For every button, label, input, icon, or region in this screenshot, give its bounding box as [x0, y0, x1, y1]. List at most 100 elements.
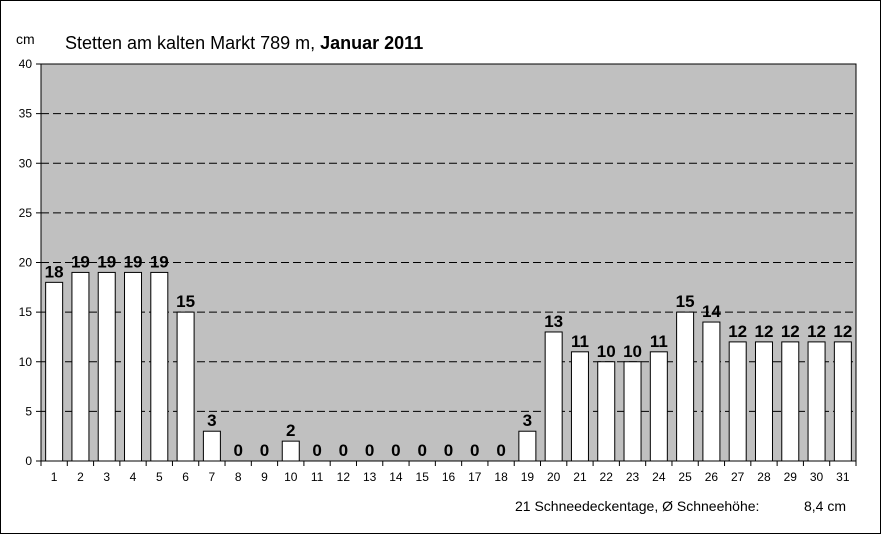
data-label: 19 — [124, 252, 143, 271]
y-axis-unit: cm — [16, 31, 35, 47]
bars — [45, 271, 852, 462]
x-tick-label: 24 — [652, 470, 666, 484]
data-label: 15 — [176, 292, 195, 311]
y-tick-label: 15 — [19, 305, 33, 319]
x-tick-label: 3 — [103, 470, 110, 484]
data-label: 0 — [391, 441, 400, 460]
bar — [202, 430, 221, 462]
chart-title-month: Januar 2011 — [320, 33, 423, 53]
x-tick-label: 9 — [261, 470, 268, 484]
data-label: 10 — [623, 342, 642, 361]
x-tick-label: 19 — [521, 470, 535, 484]
x-tick-label: 12 — [337, 470, 351, 484]
data-label: 0 — [470, 441, 479, 460]
x-tick-label: 23 — [626, 470, 640, 484]
bar — [702, 321, 721, 462]
x-tick-label: 29 — [784, 470, 798, 484]
x-tick-label: 22 — [600, 470, 614, 484]
bar — [97, 271, 116, 462]
x-tick-label: 10 — [284, 470, 298, 484]
data-label: 0 — [417, 441, 426, 460]
footnote-value: 8,4 cm — [804, 498, 846, 514]
x-tick-label: 26 — [705, 470, 719, 484]
data-label: 3 — [523, 411, 532, 430]
bar — [281, 440, 300, 462]
bar — [544, 331, 563, 462]
x-tick-label: 25 — [678, 470, 692, 484]
data-label: 12 — [807, 322, 826, 341]
data-label: 12 — [833, 322, 852, 341]
bar — [728, 341, 747, 462]
x-tick-label: 14 — [389, 470, 403, 484]
bar — [124, 271, 143, 462]
chart-title: Stetten am kalten Markt 789 m, Januar 20… — [65, 33, 423, 53]
data-label: 0 — [444, 441, 453, 460]
bar — [570, 351, 589, 462]
x-tick-label: 1 — [51, 470, 58, 484]
x-tick-label: 20 — [547, 470, 561, 484]
data-label: 10 — [597, 342, 616, 361]
footnote-label: 21 Schneedeckentage, Ø Schneehöhe: — [515, 498, 759, 514]
y-tick-label: 25 — [19, 206, 33, 220]
y-tick-label: 20 — [19, 256, 33, 270]
x-tick-label: 16 — [442, 470, 456, 484]
data-label: 0 — [312, 441, 321, 460]
x-tick-label: 11 — [311, 470, 324, 484]
data-label: 2 — [286, 421, 295, 440]
data-label: 14 — [702, 302, 721, 321]
data-label: 12 — [755, 322, 774, 341]
data-label: 0 — [260, 441, 269, 460]
data-label: 12 — [781, 322, 800, 341]
data-label: 19 — [97, 252, 116, 271]
bar — [176, 311, 195, 462]
bar — [781, 341, 800, 462]
x-tick-label: 31 — [836, 470, 850, 484]
bar — [150, 271, 169, 462]
x-tick-label: 18 — [494, 470, 508, 484]
data-label: 11 — [650, 332, 668, 351]
data-label: 0 — [365, 441, 374, 460]
bar — [807, 341, 826, 462]
data-label: 13 — [544, 312, 563, 331]
x-tick-label: 6 — [182, 470, 189, 484]
bar — [833, 341, 852, 462]
bar — [597, 361, 616, 462]
y-tick-label: 5 — [25, 404, 32, 418]
data-label: 0 — [496, 441, 505, 460]
bar — [71, 271, 90, 462]
x-tick-label: 13 — [363, 470, 377, 484]
x-tick-label: 17 — [468, 470, 482, 484]
y-axis: 0 5 10 15 20 25 30 35 40 — [19, 57, 41, 468]
x-tick-label: 30 — [810, 470, 824, 484]
bar — [518, 430, 537, 462]
x-tick-label: 21 — [573, 470, 587, 484]
bar — [623, 361, 642, 462]
x-tick-label: 4 — [130, 470, 137, 484]
bar — [45, 281, 64, 462]
x-tick-label: 2 — [77, 470, 84, 484]
y-tick-label: 35 — [19, 107, 33, 121]
x-tick-label: 5 — [156, 470, 163, 484]
x-tick-label: 15 — [416, 470, 430, 484]
data-label: 0 — [339, 441, 348, 460]
y-tick-label: 40 — [19, 57, 33, 71]
chart-title-location: Stetten am kalten Markt 789 m, — [65, 33, 320, 53]
data-label: 15 — [676, 292, 695, 311]
x-axis: 1 2 3 4 5 6 7 8 9 10 11 12 13 14 15 16 17 18 19 20 21 22 23 24 2… — [40, 461, 857, 484]
data-label: 0 — [233, 441, 242, 460]
y-tick-label: 30 — [19, 156, 33, 170]
data-label: 11 — [571, 332, 589, 351]
bar — [676, 311, 695, 462]
x-tick-label: 28 — [757, 470, 771, 484]
bar — [649, 351, 668, 462]
y-tick-label: 0 — [25, 454, 32, 468]
y-tick-label: 10 — [19, 355, 33, 369]
data-label: 12 — [728, 322, 747, 341]
data-label: 19 — [71, 252, 90, 271]
data-label: 18 — [45, 262, 64, 281]
x-tick-label: 8 — [235, 470, 242, 484]
data-label: 19 — [150, 252, 169, 271]
x-tick-label: 7 — [209, 470, 216, 484]
